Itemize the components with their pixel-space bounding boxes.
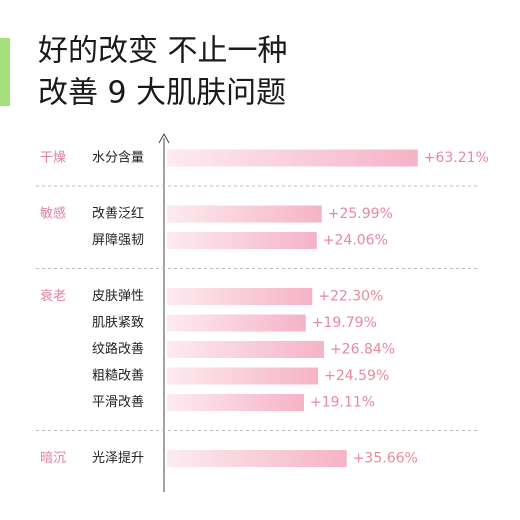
- value-label: +63.21%: [424, 150, 489, 166]
- bar: [167, 288, 313, 305]
- group-label: 暗沉: [40, 451, 66, 466]
- category-label: 纹路改善: [92, 341, 144, 357]
- value-label: +19.11%: [310, 395, 375, 411]
- chart-subtitle: 改善 9 大肌肤问题: [38, 76, 286, 111]
- value-label: +24.59%: [324, 368, 389, 384]
- bar: [167, 314, 306, 332]
- category-label: 光泽提升: [92, 450, 144, 466]
- category-label: 改善泛红: [92, 206, 144, 222]
- chart-title: 好的改变 不止一种: [38, 34, 288, 69]
- bar: [167, 450, 347, 467]
- category-label: 肌肤紧致: [92, 316, 144, 331]
- category-label: 屏障强韧: [92, 233, 144, 248]
- category-label: 粗糙改善: [92, 368, 144, 384]
- value-label: +35.66%: [353, 451, 418, 467]
- category-label: 水分含量: [92, 150, 144, 166]
- accent-bar: [0, 38, 10, 106]
- bar: [167, 149, 418, 167]
- value-label: +26.84%: [330, 342, 395, 358]
- bar: [167, 367, 319, 385]
- bar: [167, 394, 305, 411]
- category-label: 平滑改善: [92, 394, 144, 410]
- group-label: 衰老: [40, 288, 66, 304]
- axis-arrow: [158, 132, 170, 144]
- category-label: 皮肤弹性: [92, 289, 144, 304]
- bar: [167, 341, 324, 358]
- value-label: +25.99%: [328, 206, 393, 222]
- group-label: 敏感: [40, 206, 66, 222]
- value-label: +19.79%: [312, 315, 377, 331]
- bar: [167, 205, 322, 223]
- value-label: +24.06%: [323, 233, 388, 249]
- group-label: 干燥: [40, 151, 66, 166]
- bar: [167, 232, 317, 249]
- value-label: +22.30%: [318, 289, 383, 305]
